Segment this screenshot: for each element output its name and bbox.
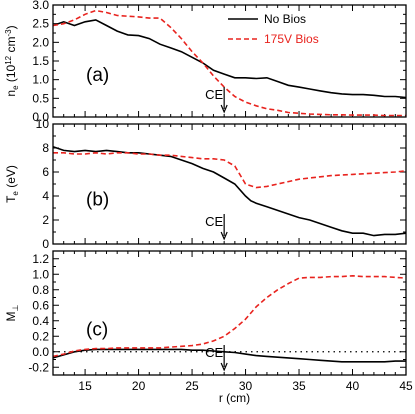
x-tick-label: 30 — [239, 379, 253, 393]
y-tick-label: 2 — [42, 213, 49, 227]
y-axis-label: M⊥ — [4, 304, 20, 321]
y-label-close: ) — [4, 25, 18, 29]
y-label-subscript: e — [11, 85, 20, 90]
ce-arrow-head — [220, 231, 228, 241]
y-tick-label: 0.2 — [32, 329, 49, 343]
x-tick-label: 15 — [78, 379, 92, 393]
series-line-no-bios — [52, 19, 407, 99]
y-tick-label: 0 — [42, 237, 49, 251]
plot-frame — [52, 123, 407, 245]
plot-frame — [52, 250, 407, 376]
panel-label: (c) — [86, 319, 108, 340]
y-tick-label: 4 — [42, 189, 49, 203]
y-tick-label: 0.5 — [32, 91, 49, 105]
ce-annotation-label: CE — [205, 345, 223, 360]
panel-2: 0 2 4 6 8 10 CE (b) Te (eV) — [4, 117, 407, 251]
legend-label: 175V Bios — [264, 32, 319, 46]
y-tick-label: 2.0 — [32, 35, 49, 49]
y-tick-label: 0.0 — [32, 110, 49, 124]
panel-1: 0.0 0.5 1.0 1.5 2.0 2.5 3.0 CE (a) ne (1012 cm-3)… — [4, 0, 407, 124]
y-label-text: (10 — [4, 64, 18, 85]
series-line-175v-bios — [52, 274, 407, 358]
x-tick-label: 25 — [185, 379, 199, 393]
panel-label: (a) — [86, 65, 109, 86]
y-tick-label: 0.0 — [32, 345, 49, 359]
y-tick-label: 3.0 — [32, 0, 49, 12]
panel-3: -0.20.0 0.20.4 0.60.8 1.01.2 CE (c) M⊥ 15 20 25 30… — [4, 250, 413, 405]
y-tick-label: 10 — [36, 117, 50, 131]
y-label-subscript: ⊥ — [11, 304, 20, 311]
y-axis-label: ne (1012 cm-3) — [4, 25, 20, 96]
y-label-superscript: 12 — [4, 55, 13, 64]
y-tick-label: 6 — [42, 165, 49, 179]
y-axis-label: Te (eV) — [4, 165, 20, 203]
ce-annotation-label: CE — [205, 87, 223, 102]
x-tick-label: 20 — [132, 379, 146, 393]
y-label-subscript: e — [11, 191, 20, 196]
series-line-no-bios — [52, 146, 407, 237]
ce-annotation-label: CE — [205, 214, 223, 229]
y-tick-label: 0.4 — [32, 314, 49, 328]
x-axis-label: r (cm) — [219, 391, 250, 405]
x-tick-label: 40 — [346, 379, 360, 393]
y-tick-label: 2.5 — [32, 17, 49, 31]
x-tick-label: 45 — [399, 379, 413, 393]
y-tick-label: -0.2 — [28, 360, 49, 374]
ce-arrow-head — [220, 104, 228, 114]
series-line-175v-bios — [52, 9, 406, 117]
y-tick-label: 1.0 — [32, 267, 49, 281]
y-label-unit-superscript: -3 — [4, 29, 13, 37]
series-line-175v-bios — [53, 151, 407, 189]
y-tick-label: 1.5 — [32, 54, 49, 68]
ce-arrow-head — [220, 362, 228, 372]
y-tick-label: 0.6 — [32, 298, 49, 312]
panel-label: (b) — [86, 190, 109, 211]
plot-frame — [52, 4, 407, 118]
y-label-main: n — [4, 90, 18, 97]
y-tick-label: 0.8 — [32, 283, 49, 297]
y-label-main: T — [4, 195, 18, 203]
y-label-text: (eV) — [4, 165, 18, 191]
y-label-main: M — [4, 311, 18, 321]
legend-label: No Bios — [264, 12, 306, 26]
y-tick-label: 1.0 — [32, 73, 49, 87]
y-tick-label: 1.2 — [32, 252, 49, 266]
y-tick-label: 8 — [42, 141, 49, 155]
x-tick-label: 35 — [292, 379, 306, 393]
series-line-no-bios — [52, 348, 406, 363]
y-label-unit: cm — [4, 37, 18, 56]
